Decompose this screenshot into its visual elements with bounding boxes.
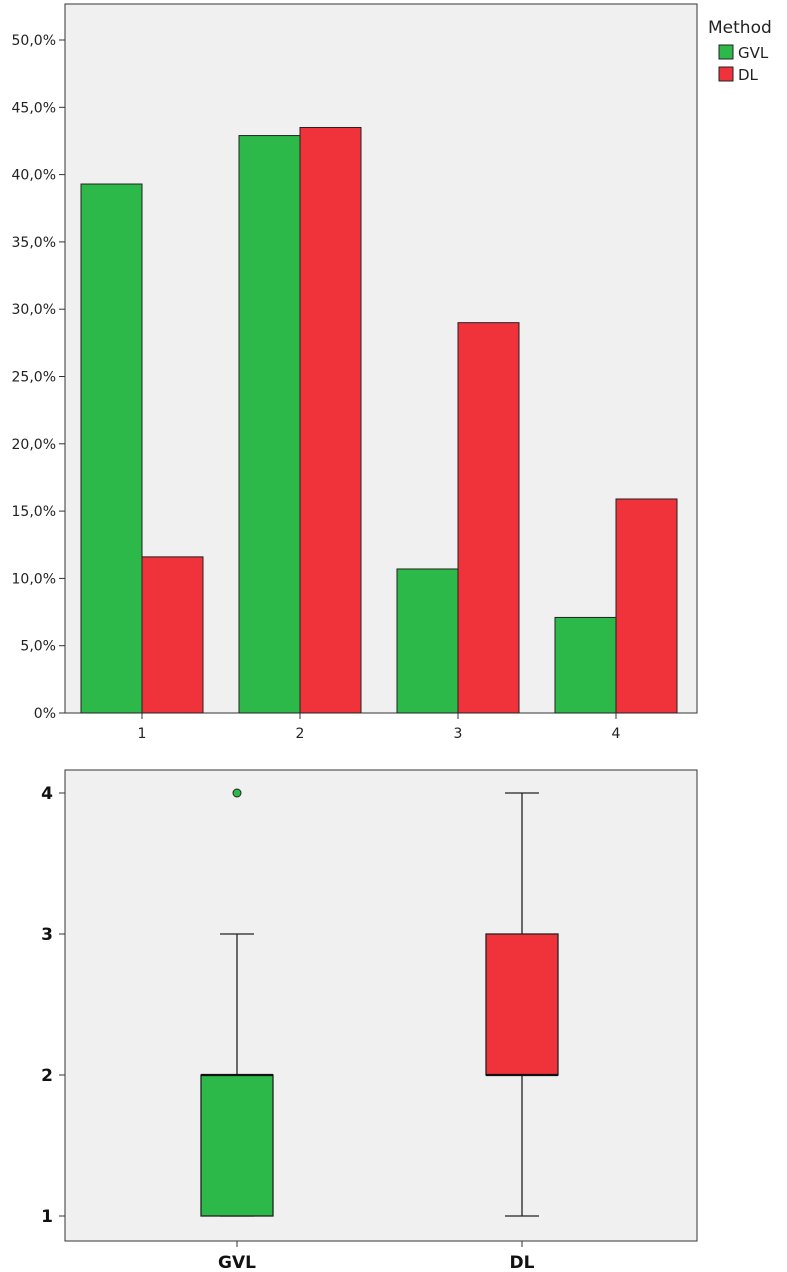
x-tick-label: 4 bbox=[612, 726, 621, 742]
y-tick-label: 2 bbox=[41, 1066, 53, 1086]
legend-label-dl: DL bbox=[738, 66, 759, 84]
y-tick-label: 45,0% bbox=[12, 100, 56, 116]
bar-dl-2 bbox=[299, 126, 362, 714]
y-tick-label: 1 bbox=[41, 1207, 53, 1227]
x-tick-label: 3 bbox=[454, 726, 463, 742]
bar-dl-1 bbox=[141, 556, 204, 714]
box-plot-y-axis: 1 2 3 4 bbox=[41, 784, 65, 1227]
legend-items: GVL DL bbox=[718, 44, 769, 84]
x-tick-label: 1 bbox=[138, 726, 147, 742]
legend-swatch-dl bbox=[718, 66, 734, 82]
y-tick-label: 4 bbox=[41, 784, 53, 804]
bar-gvl-3 bbox=[396, 568, 459, 714]
legend-swatch-gvl bbox=[718, 44, 734, 60]
bar-chart: 0% 5,0% 10,0% 15,0% 20,0% 25,0% 30,0% 35,0% 40,0… bbox=[12, 3, 772, 742]
y-tick-label: 35,0% bbox=[12, 235, 56, 251]
bar-gvl-1 bbox=[80, 183, 143, 714]
x-tick-label: GVL bbox=[218, 1253, 256, 1272]
bar-chart-x-axis: 1 2 3 4 bbox=[138, 713, 621, 742]
box-plot-x-axis: GVL DL bbox=[218, 1241, 535, 1272]
box-plot-plot-area bbox=[64, 769, 698, 1242]
y-tick-label: 0% bbox=[34, 706, 56, 722]
box-gvl bbox=[200, 1074, 274, 1217]
bar-gvl-2 bbox=[238, 135, 301, 714]
y-tick-label: 20,0% bbox=[12, 437, 56, 453]
bar-dl-4 bbox=[615, 498, 678, 714]
y-tick-label: 15,0% bbox=[12, 504, 56, 520]
y-tick-label: 25,0% bbox=[12, 370, 56, 386]
x-tick-label: 2 bbox=[296, 726, 305, 742]
bar-chart-bars bbox=[80, 126, 678, 714]
bar-dl-3 bbox=[457, 322, 520, 714]
y-tick-label: 10,0% bbox=[12, 571, 56, 587]
box-plot-boxes bbox=[200, 788, 559, 1217]
legend-label-gvl: GVL bbox=[738, 44, 769, 62]
y-tick-label: 30,0% bbox=[12, 302, 56, 318]
y-tick-label: 40,0% bbox=[12, 168, 56, 184]
legend: Method GVL DL bbox=[708, 18, 772, 84]
y-tick-label: 50,0% bbox=[12, 33, 56, 49]
bar-gvl-4 bbox=[554, 616, 617, 714]
outlier-gvl bbox=[232, 788, 242, 798]
x-tick-label: DL bbox=[510, 1253, 535, 1272]
box-dl bbox=[485, 933, 559, 1076]
box-plot: 1 2 3 4 GVL DL bbox=[41, 769, 698, 1272]
y-tick-label: 5,0% bbox=[20, 639, 56, 655]
legend-title: Method bbox=[708, 18, 772, 38]
y-tick-label: 3 bbox=[41, 925, 53, 945]
bar-chart-y-axis: 0% 5,0% 10,0% 15,0% 20,0% 25,0% 30,0% 35,0% 40,0… bbox=[12, 33, 65, 722]
